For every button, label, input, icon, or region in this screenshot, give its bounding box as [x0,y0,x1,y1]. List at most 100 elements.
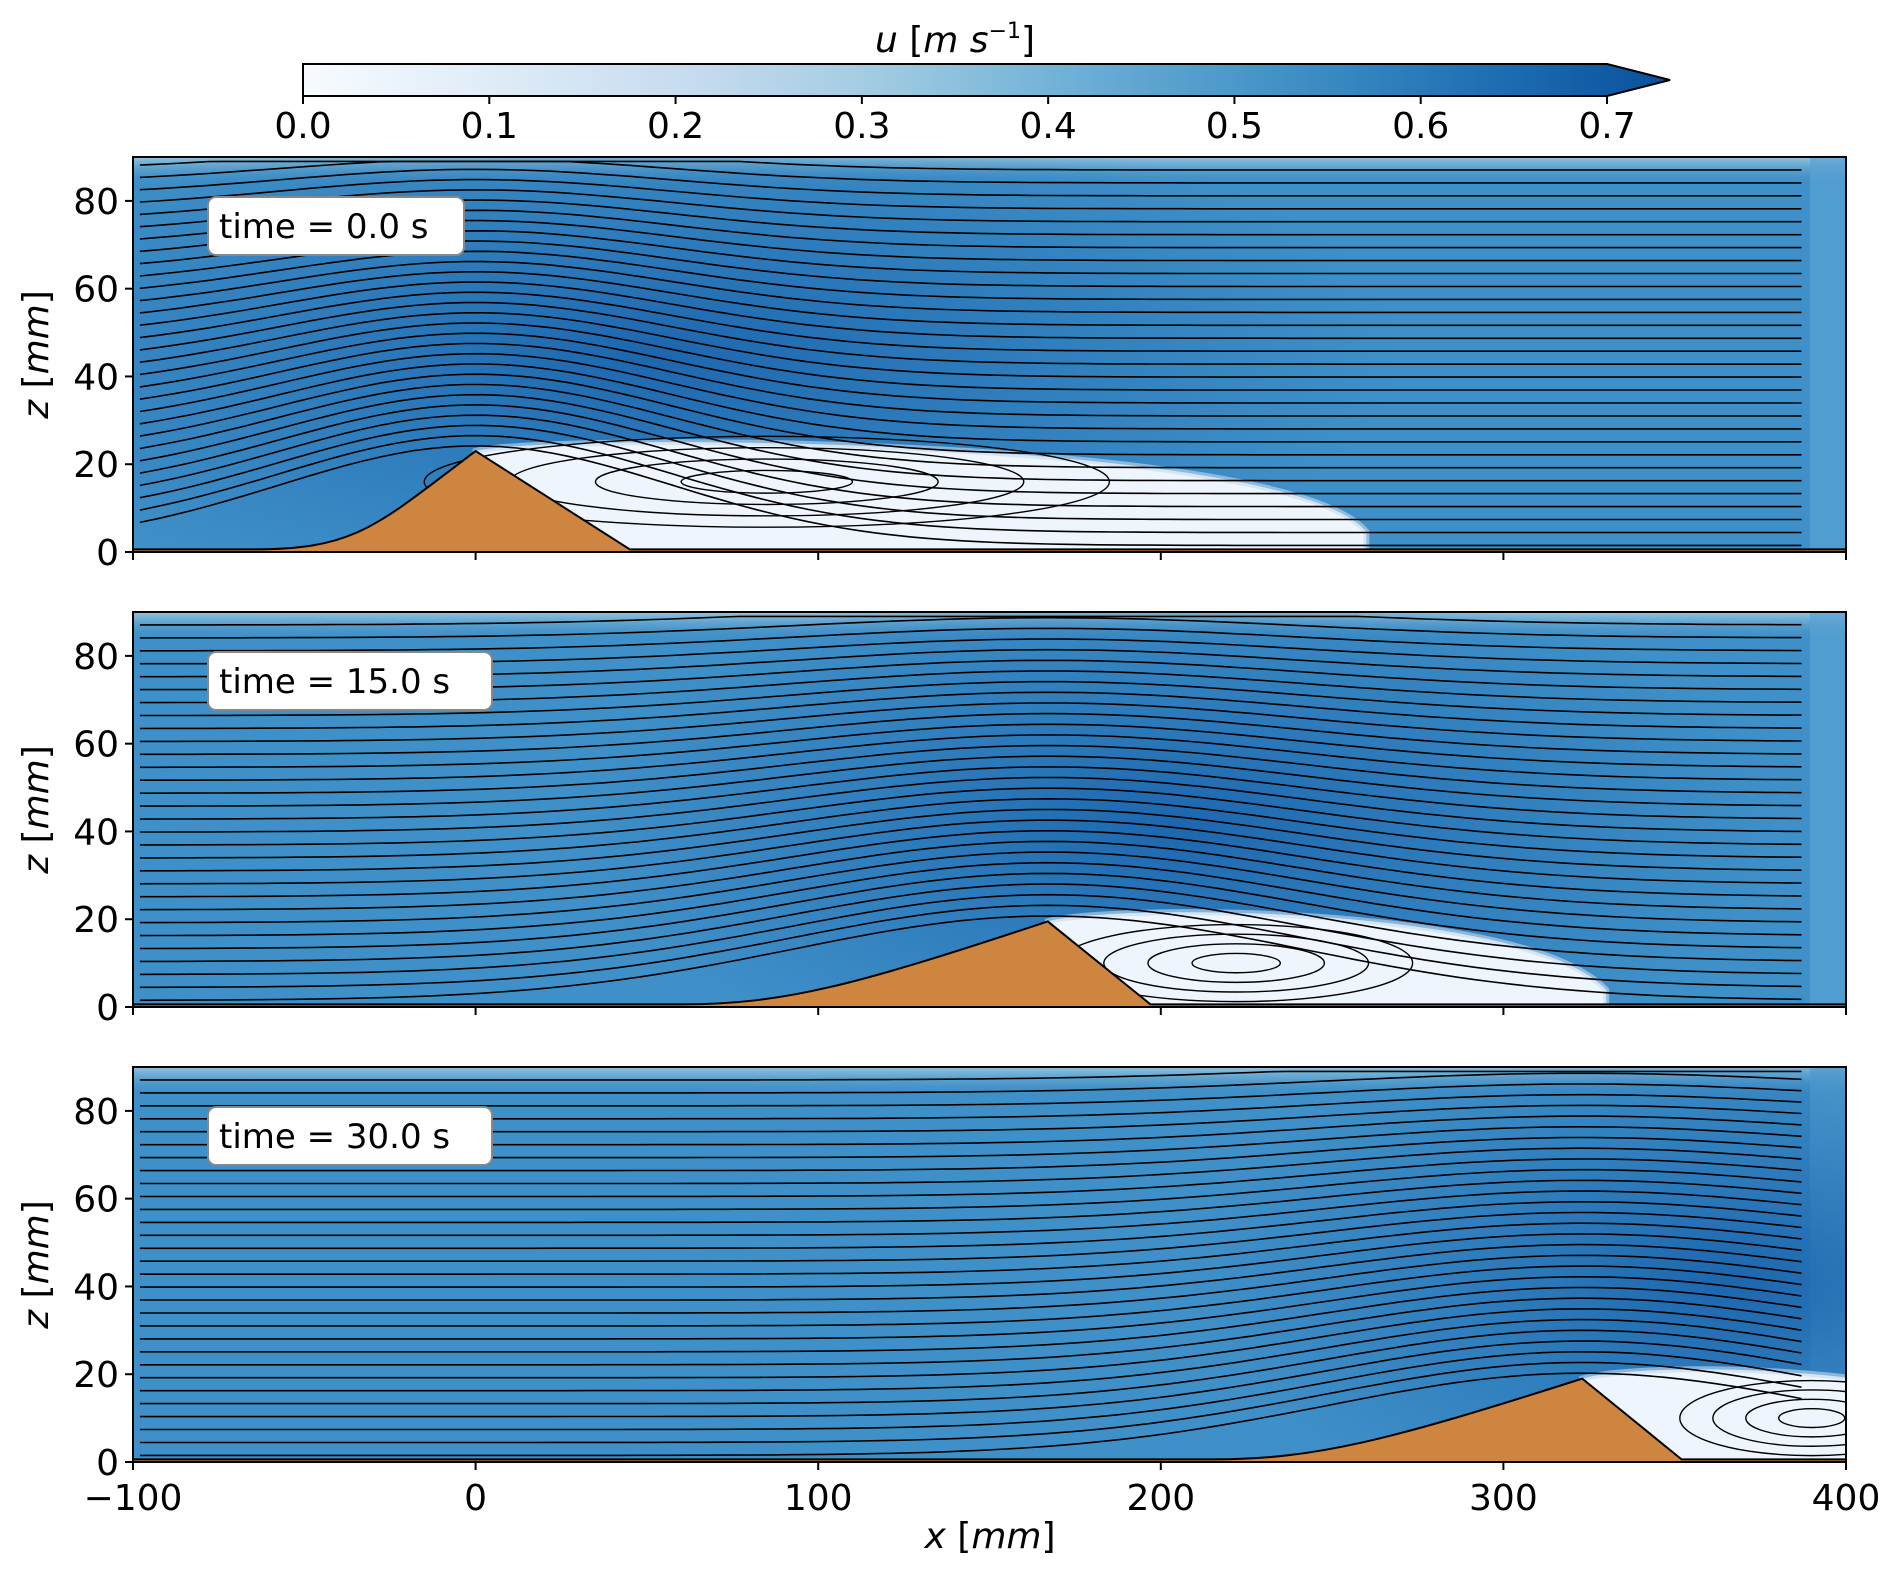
streamline [139,1372,1802,1457]
y-tick-label: 40 [73,1267,119,1308]
streamline [139,160,1802,171]
panel: 0 20 40 60 80 z [mm] time = 0.0 s [16,156,1847,574]
y-tick-label: 80 [73,182,119,223]
streamline [139,1158,1802,1198]
y-tick-label: 80 [73,1092,119,1133]
streamline [139,363,1802,443]
streamline [139,829,1802,898]
time-label-box: time = 15.0 s [207,651,493,711]
vortex-streamline [1778,1408,1846,1429]
x-tick-label: 200 [1126,1478,1195,1519]
x-axis: −100 0 100 200 300 400 [84,1462,1881,1519]
streamline [139,691,1802,730]
x-tick-label: 400 [1812,1478,1881,1519]
streamline [139,819,1802,885]
streamline [139,1308,1802,1379]
streamline [139,615,1802,626]
colorbar: u [m s−1] 0.0 0.1 0.2 0.3 0.4 0.5 0.6 0.7 [274,19,1671,147]
streamline [139,1254,1802,1314]
streamline [139,1211,1802,1262]
streamline [139,1136,1802,1172]
streamline [139,424,1802,521]
time-label: time = 15.0 s [219,662,450,702]
streamline [139,702,1802,743]
y-axis: 0 20 40 60 80 [73,1092,133,1484]
streamline [139,861,1802,937]
dune-body [133,920,1846,1007]
streamline [139,445,1802,547]
vortex-streamline [1745,1398,1846,1438]
streamline [139,680,1802,717]
streamline [139,1275,1802,1340]
streamline [139,840,1802,911]
streamline [139,1083,1802,1107]
streamlines [139,1070,1846,1457]
vortex-streamline [680,469,854,494]
panel-frame [132,611,1847,1008]
streamline [139,178,1802,210]
vortex-streamline [423,435,1111,528]
high-speed-region [1187,1067,1846,1462]
streamline [139,393,1802,482]
y-axis-label: z [mm] [16,1200,57,1330]
streamline [139,373,1802,456]
vortex-streamline [1191,952,1281,974]
time-label: time = 0.0 s [219,207,429,247]
panel-frame [132,1066,1847,1463]
y-tick-label: 20 [73,900,119,941]
velocity-field-outlet-band [1810,157,1846,552]
streamline [139,616,1802,639]
vortex-streamline [1147,943,1326,984]
streamline [139,787,1802,846]
panel-field [133,612,1846,1007]
colorbar-tick-label: 0.4 [1020,106,1077,147]
vortex-streamline [1103,933,1370,993]
x-axis [132,552,1847,560]
streamline [139,332,1802,404]
streamline [139,1233,1802,1288]
streamline [139,434,1802,534]
colorbar-tick-label: 0.0 [274,106,331,147]
streamline [139,1350,1802,1431]
y-tick-label: 40 [73,812,119,853]
streamline [139,1297,1802,1366]
y-tick-label: 40 [73,357,119,398]
vortex-streamline [1712,1389,1846,1447]
panels: 0 20 40 60 80 z [mm] time = 0.0 s 0 20 40 60 80 z [m… [16,156,1881,1519]
colorbar-tick-label: 0.7 [1578,106,1635,147]
time-label: time = 30.0 s [219,1117,450,1157]
streamline [139,1222,1802,1275]
colorbar-tick-label: 0.5 [1206,106,1263,147]
streamline [139,883,1802,963]
streamline [139,893,1802,976]
y-tick-label: 20 [73,1355,119,1396]
streamline [139,915,1802,1002]
dune-body [133,1377,1846,1462]
colorbar-ticks: 0.0 0.1 0.2 0.3 0.4 0.5 0.6 0.7 [274,96,1636,147]
streamline [139,352,1802,430]
streamline [139,734,1802,781]
y-axis: 0 20 40 60 80 [73,637,133,1029]
y-tick-label: 80 [73,637,119,678]
colorbar-body [302,63,1671,97]
y-tick-label: 60 [73,1180,119,1221]
streamline [139,1286,1802,1353]
x-tick-label: 0 [464,1478,487,1519]
dune [133,1377,1846,1462]
panel: 0 20 40 60 80 z [mm] time = 15.0 s [16,611,1847,1029]
streamline [139,776,1802,833]
x-axis-label: x [mm] [924,1516,1056,1557]
y-tick-label: 0 [96,988,119,1029]
streamline [139,168,1802,197]
colorbar-tick-label: 0.1 [461,106,518,147]
vortex-streamline [1679,1379,1846,1457]
streamline [139,723,1802,769]
streamline [139,1070,1802,1081]
velocity-field-outlet-band [1810,612,1846,1007]
streamline [139,1243,1802,1301]
streamline [139,755,1802,807]
x-tick-label: 300 [1469,1478,1538,1519]
colorbar-tick-label: 0.3 [833,106,890,147]
streamline [139,260,1802,314]
